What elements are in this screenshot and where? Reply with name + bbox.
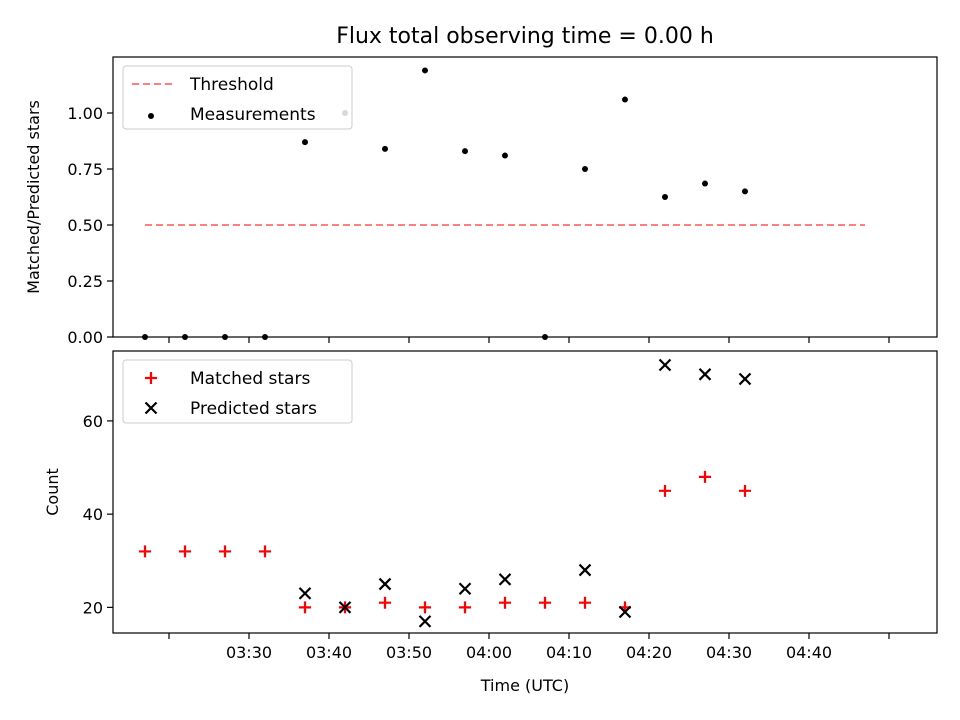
xtick-label: 04:00 bbox=[466, 643, 512, 662]
matched-stars-marker bbox=[659, 484, 671, 497]
xtick-label: 03:30 bbox=[226, 643, 272, 662]
predicted-stars-marker bbox=[418, 615, 432, 628]
predicted-stars-marker bbox=[338, 601, 352, 614]
matched-stars-marker bbox=[419, 601, 431, 614]
measurement-point bbox=[742, 188, 748, 195]
predicted-stars-marker bbox=[738, 372, 752, 386]
bottom-panel: Count Time (UTC) 20 40 60 03:30 03:40 03:50 04… bbox=[43, 350, 938, 695]
measurement-point bbox=[382, 145, 388, 152]
matched-stars-marker bbox=[459, 601, 471, 614]
xtick-label: 03:50 bbox=[386, 643, 432, 662]
ytick-label: 0.25 bbox=[67, 272, 103, 291]
xtick-label: 04:30 bbox=[706, 643, 752, 662]
legend-label: Measurements bbox=[190, 105, 316, 125]
matched-stars-marker bbox=[179, 545, 191, 558]
measurement-point bbox=[542, 334, 548, 340]
measurement-point bbox=[622, 96, 628, 103]
legend-box bbox=[122, 359, 353, 424]
ytick-label: 0.50 bbox=[67, 216, 103, 235]
ytick-label: 0.00 bbox=[67, 328, 103, 347]
chart-title: Flux total observing time = 0.00 h bbox=[336, 24, 714, 49]
matched-stars-marker bbox=[539, 596, 551, 609]
measurement-point bbox=[462, 148, 468, 155]
matched-stars-marker bbox=[739, 484, 751, 497]
matched-stars-marker bbox=[219, 545, 231, 558]
measurement-point bbox=[502, 152, 508, 159]
ytick-label: 1.00 bbox=[67, 104, 103, 123]
legend-label: Matched stars bbox=[190, 369, 310, 389]
measurement-point bbox=[222, 334, 228, 340]
measurement-point bbox=[422, 67, 428, 74]
predicted-stars-marker bbox=[658, 358, 672, 372]
top-panel: Matched/Predicted stars 0.00 0.25 0.50 0.75… bbox=[24, 56, 938, 347]
predicted-stars-marker bbox=[298, 587, 312, 600]
predicted-stars-marker bbox=[498, 573, 512, 586]
legend-label: Threshold bbox=[189, 75, 274, 95]
matched-stars-marker bbox=[259, 545, 271, 558]
axes-frame-0 bbox=[112, 56, 938, 338]
measurement-point bbox=[662, 194, 668, 200]
measurement-point bbox=[182, 334, 188, 340]
predicted-stars-marker bbox=[458, 582, 472, 595]
matched-stars-marker bbox=[499, 596, 511, 609]
bottom-xlabel: Time (UTC) bbox=[480, 676, 569, 695]
top-ylabel: Matched/Predicted stars bbox=[24, 100, 43, 294]
legend-predicted-swatch bbox=[144, 401, 158, 415]
axes-frame-1 bbox=[112, 350, 938, 634]
measurement-point bbox=[302, 139, 308, 146]
measurement-point bbox=[142, 334, 148, 340]
xtick-label: 04:20 bbox=[626, 643, 672, 662]
legend-measurements-swatch bbox=[148, 113, 154, 119]
legend-matched-swatch bbox=[145, 372, 157, 384]
ytick-label: 40 bbox=[83, 505, 103, 524]
matched-stars-marker bbox=[299, 601, 311, 614]
ytick-label: 0.75 bbox=[67, 160, 103, 179]
predicted-stars-marker bbox=[378, 577, 392, 591]
xtick-label: 04:40 bbox=[786, 643, 832, 662]
predicted-stars-marker bbox=[698, 368, 712, 381]
matched-stars-marker bbox=[139, 545, 151, 558]
xtick-label: 04:10 bbox=[546, 643, 592, 662]
measurement-point bbox=[702, 180, 708, 187]
legend-box bbox=[122, 65, 353, 130]
matched-stars-marker bbox=[699, 470, 711, 483]
predicted-stars-marker bbox=[578, 563, 592, 577]
measurement-point bbox=[262, 334, 268, 340]
measurement-point bbox=[582, 166, 588, 172]
ytick-label: 60 bbox=[83, 412, 103, 431]
bottom-ylabel: Count bbox=[43, 468, 62, 516]
legend-label: Predicted stars bbox=[190, 399, 317, 419]
xtick-label: 03:40 bbox=[306, 643, 352, 662]
matched-stars-marker bbox=[379, 596, 391, 609]
ytick-label: 20 bbox=[83, 598, 103, 617]
matched-stars-marker bbox=[579, 596, 591, 609]
predicted-stars-marker bbox=[618, 605, 632, 619]
